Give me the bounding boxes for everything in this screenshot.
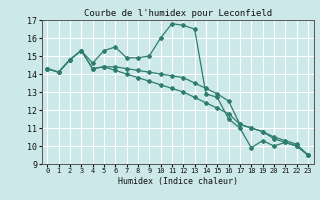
X-axis label: Humidex (Indice chaleur): Humidex (Indice chaleur) xyxy=(118,177,237,186)
Title: Courbe de l'humidex pour Leconfield: Courbe de l'humidex pour Leconfield xyxy=(84,9,272,18)
